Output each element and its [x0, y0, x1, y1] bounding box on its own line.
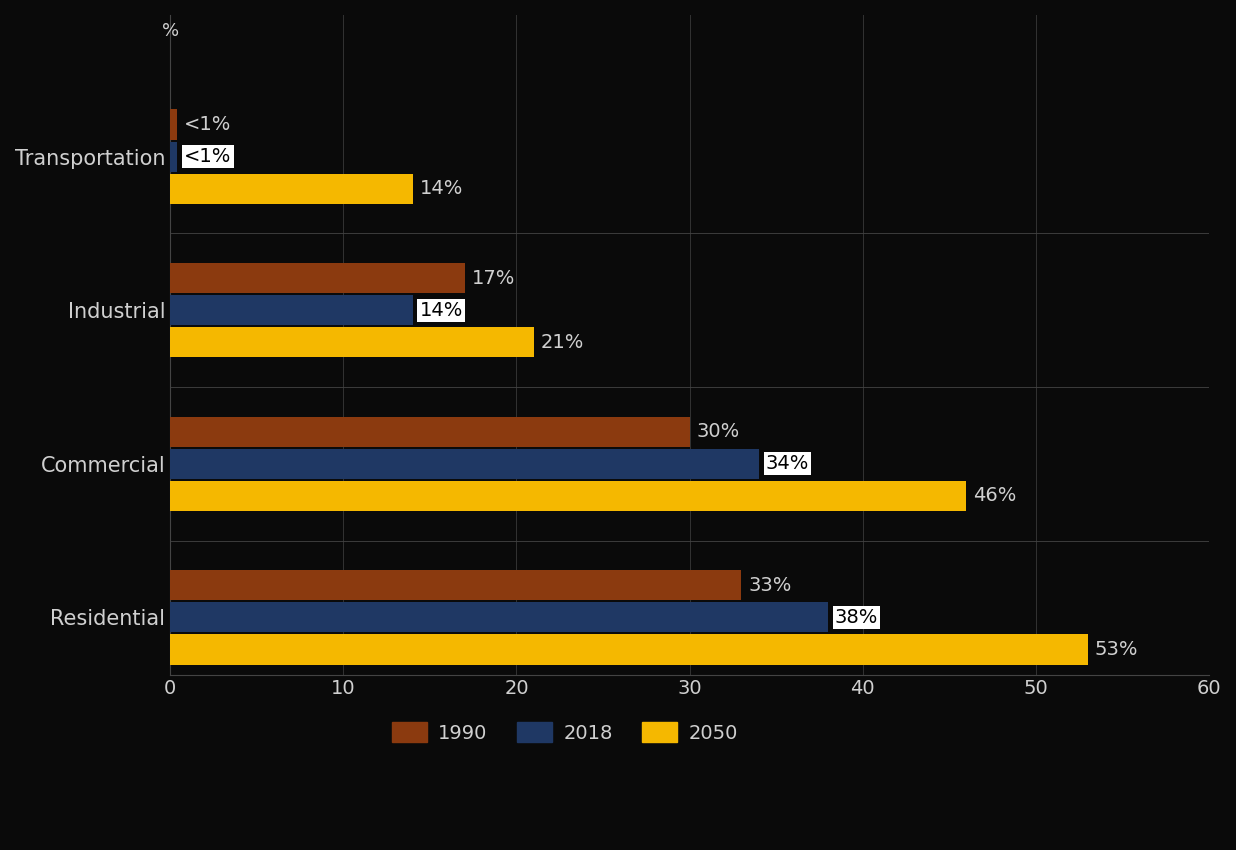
Bar [171, 570, 742, 600]
Bar [171, 327, 534, 358]
Bar [171, 416, 690, 447]
Text: 21%: 21% [540, 333, 585, 352]
Text: <1%: <1% [184, 147, 231, 167]
Text: 34%: 34% [765, 454, 810, 473]
Bar [171, 449, 759, 479]
Legend: 1990, 2018, 2050: 1990, 2018, 2050 [384, 715, 747, 751]
Bar [171, 480, 967, 511]
Text: <1%: <1% [184, 115, 231, 134]
Bar [171, 634, 1088, 665]
Text: %: % [162, 22, 179, 40]
Text: 33%: 33% [748, 575, 792, 595]
Text: 38%: 38% [834, 608, 879, 626]
Bar [171, 173, 413, 204]
Bar [171, 602, 828, 632]
Text: 30%: 30% [696, 422, 739, 441]
Text: 17%: 17% [471, 269, 515, 287]
Text: 46%: 46% [973, 486, 1017, 505]
Text: 14%: 14% [419, 301, 464, 320]
Text: 53%: 53% [1094, 640, 1138, 659]
Bar [171, 142, 177, 172]
Bar [171, 110, 177, 140]
Text: 14%: 14% [419, 179, 464, 198]
Bar [171, 295, 413, 326]
Bar [171, 263, 465, 293]
